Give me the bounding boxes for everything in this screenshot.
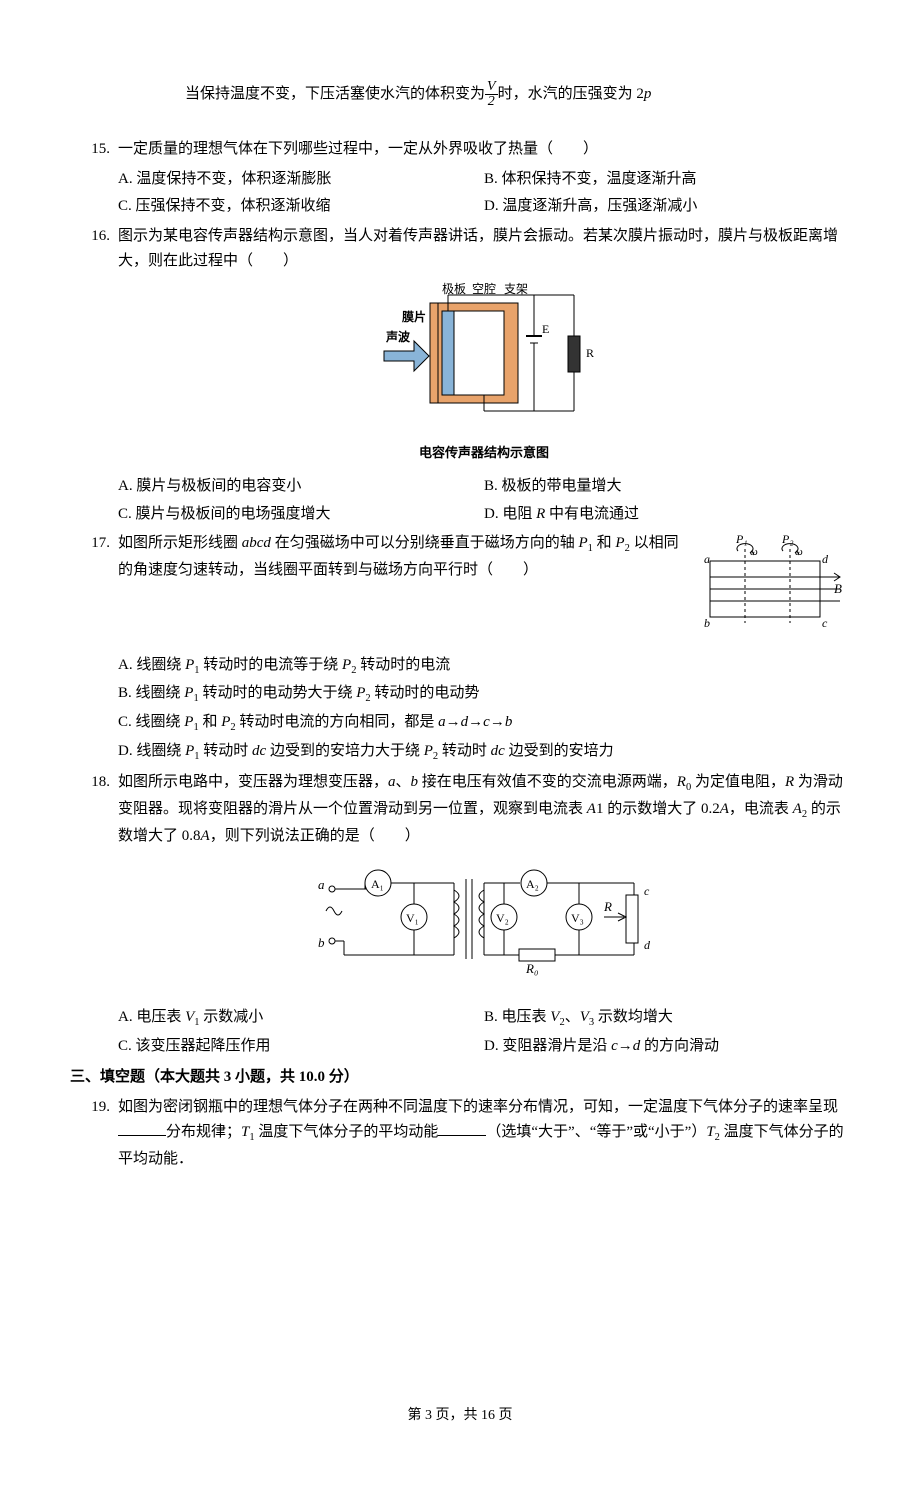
q16-A-text: 膜片与极板间的电容变小	[136, 478, 301, 494]
svg-text:R₀: R₀	[525, 961, 538, 976]
q16-A: A. 膜片与极板间的电容变小	[118, 474, 484, 500]
svg-text:V₂: V₂	[496, 911, 509, 925]
transformer-circuit-diagram: a b A₁ V₁	[304, 855, 664, 985]
coil-field-diagram: P₁ P₂ ω ω a d b c B	[690, 531, 845, 641]
q15-number: 15.	[70, 137, 118, 163]
q16-D-b: 中有电流通过	[545, 506, 639, 522]
q16-D: D. 电阻 R 中有电流通过	[484, 502, 850, 528]
svg-text:a: a	[318, 877, 325, 892]
q16-B-text: 极板的带电量增大	[502, 478, 622, 494]
page-footer: 第 3 页，共 16 页	[70, 1404, 850, 1428]
q16-D-R: R	[536, 506, 545, 522]
svg-text:ω: ω	[750, 546, 758, 558]
q18-D: D. 变阻器滑片是沿 c→d 的方向滑动	[484, 1034, 850, 1060]
q17-options: A. 线圈绕 P1 转动时的电流等于绕 P2 转动时的电流 B. 线圈绕 P1 …	[118, 653, 850, 766]
svg-text:B: B	[834, 581, 842, 596]
svg-text:P₁: P₁	[735, 532, 748, 546]
frac: V2	[485, 80, 498, 109]
q18-stem: 如图所示电路中，变压器为理想变压器，a、b 接在电压有效值不变的交流电源两端，R…	[118, 770, 850, 849]
blank-2	[438, 1120, 486, 1136]
q17-figure: P₁ P₂ ω ω a d b c B	[684, 531, 850, 651]
frag-b: 时，水汽的压强变为 2	[498, 86, 644, 102]
q15-D-text: 温度逐渐升高，压强逐渐减小	[502, 198, 697, 214]
frag-a: 当保持温度不变，下压活塞使水汽的体积变为	[185, 86, 485, 102]
q19-stem: 如图为密闭钢瓶中的理想气体分子在两种不同温度下的速率分布情况，可知，一定温度下气…	[118, 1095, 850, 1173]
svg-text:R: R	[603, 899, 612, 914]
frac-den: 2	[485, 95, 498, 109]
q17-B: B. 线圈绕 P1 转动时的电动势大于绕 P2 转动时的电动势	[118, 681, 850, 708]
question-18: 18. 如图所示电路中，变压器为理想变压器，a、b 接在电压有效值不变的交流电源…	[70, 770, 850, 1059]
svg-text:P₂: P₂	[781, 532, 794, 546]
q16-C: C. 膜片与极板间的电场强度增大	[118, 502, 484, 528]
svg-text:A₁: A₁	[371, 877, 384, 891]
q15-D: D. 温度逐渐升高，压强逐渐减小	[484, 194, 850, 220]
svg-text:d: d	[644, 938, 651, 952]
question-16: 16. 图示为某电容传声器结构示意图，当人对着传声器讲话，膜片会振动。若某次膜片…	[70, 224, 850, 528]
label-D: D.	[484, 198, 502, 214]
label-C: C.	[118, 198, 136, 214]
label-membrane: 膜片	[402, 309, 426, 324]
q19-number: 19.	[70, 1095, 118, 1121]
label-E: E	[542, 322, 549, 336]
q15-options: A. 温度保持不变，体积逐渐膨胀 B. 体积保持不变，温度逐渐升高 C. 压强保…	[118, 165, 850, 220]
svg-text:ω: ω	[795, 546, 803, 558]
q15-C: C. 压强保持不变，体积逐渐收缩	[118, 194, 484, 220]
frac-num: V	[485, 80, 498, 95]
question-15: 15. 一定质量的理想气体在下列哪些过程中，一定从外界吸收了热量（ ） A. 温…	[70, 137, 850, 220]
q16-number: 16.	[70, 224, 118, 250]
q15-B-text: 体积保持不变，温度逐渐升高	[502, 171, 697, 187]
frag-p: p	[644, 86, 652, 102]
q18-C: C. 该变压器起降压作用	[118, 1034, 484, 1060]
svg-text:c: c	[822, 616, 828, 630]
question-19: 19. 如图为密闭钢瓶中的理想气体分子在两种不同温度下的速率分布情况，可知，一定…	[70, 1095, 850, 1175]
prev-question-fragment: 当保持温度不变，下压活塞使水汽的体积变为V2时，水汽的压强变为 2p	[185, 80, 850, 109]
capacitor-mic-diagram: 极板 空腔 支架 膜片 声波 E R	[344, 281, 624, 431]
label-sound: 声波	[385, 329, 411, 344]
label-A: A.	[118, 171, 136, 187]
svg-text:A₂: A₂	[526, 877, 539, 891]
label-B: B.	[484, 171, 502, 187]
label-frame: 支架	[504, 282, 528, 296]
svg-text:a: a	[704, 552, 710, 566]
q16-C-text: 膜片与极板间的电场强度增大	[136, 506, 331, 522]
q18-figure: a b A₁ V₁	[118, 855, 850, 995]
q17-D: D. 线圈绕 P1 转动时 dc 边受到的安培力大于绕 P2 转动时 dc 边受…	[118, 739, 850, 766]
q17-A: A. 线圈绕 P1 转动时的电流等于绕 P2 转动时的电流	[118, 653, 850, 680]
q15-B: B. 体积保持不变，温度逐渐升高	[484, 167, 850, 193]
q18-options: A. 电压表 V1 示数减小 B. 电压表 V2、V3 示数均增大 C. 该变压…	[118, 1003, 850, 1059]
q16-options: A. 膜片与极板间的电容变小 B. 极板的带电量增大 C. 膜片与极板间的电场强…	[118, 472, 850, 527]
svg-text:c: c	[644, 884, 650, 898]
q15-C-text: 压强保持不变，体积逐渐收缩	[136, 198, 331, 214]
svg-text:b: b	[704, 616, 710, 630]
q15-A: A. 温度保持不变，体积逐渐膨胀	[118, 167, 484, 193]
blank-1	[118, 1120, 166, 1136]
label-R: R	[586, 346, 594, 360]
section-3-heading: 三、填空题（本大题共 3 小题，共 10.0 分）	[70, 1065, 850, 1091]
q17-C: C. 线圈绕 P1 和 P2 转动时电流的方向相同，都是 a→d→c→b	[118, 710, 850, 737]
svg-text:V₁: V₁	[406, 911, 419, 925]
q15-stem: 一定质量的理想气体在下列哪些过程中，一定从外界吸收了热量（ ）	[118, 137, 850, 163]
q16-B: B. 极板的带电量增大	[484, 474, 850, 500]
q18-number: 18.	[70, 770, 118, 796]
q17-stem: 如图所示矩形线圈 abcd 在匀强磁场中可以分别绕垂直于磁场方向的轴 P1 和 …	[118, 531, 684, 583]
q16-D-a: 电阻	[502, 506, 536, 522]
q16-figure: 极板 空腔 支架 膜片 声波 E R 电容传声器结构示意图	[118, 281, 850, 465]
label-cavity: 空腔	[472, 281, 496, 296]
q18-C-text: 该变压器起降压作用	[136, 1038, 271, 1054]
question-17: 17. 如图所示矩形线圈 abcd 在匀强磁场中可以分别绕垂直于磁场方向的轴 P…	[70, 531, 850, 766]
svg-text:d: d	[822, 552, 829, 566]
q16-caption: 电容传声器结构示意图	[118, 442, 850, 464]
q18-B: B. 电压表 V2、V3 示数均增大	[484, 1005, 850, 1032]
q16-stem: 图示为某电容传声器结构示意图，当人对着传声器讲话，膜片会振动。若某次膜片振动时，…	[118, 224, 850, 275]
svg-text:b: b	[318, 935, 325, 950]
q18-A: A. 电压表 V1 示数减小	[118, 1005, 484, 1032]
svg-text:V₃: V₃	[571, 911, 584, 925]
q17-number: 17.	[70, 531, 118, 557]
label-plate: 极板	[442, 282, 466, 296]
q15-A-text: 温度保持不变，体积逐渐膨胀	[136, 171, 331, 187]
